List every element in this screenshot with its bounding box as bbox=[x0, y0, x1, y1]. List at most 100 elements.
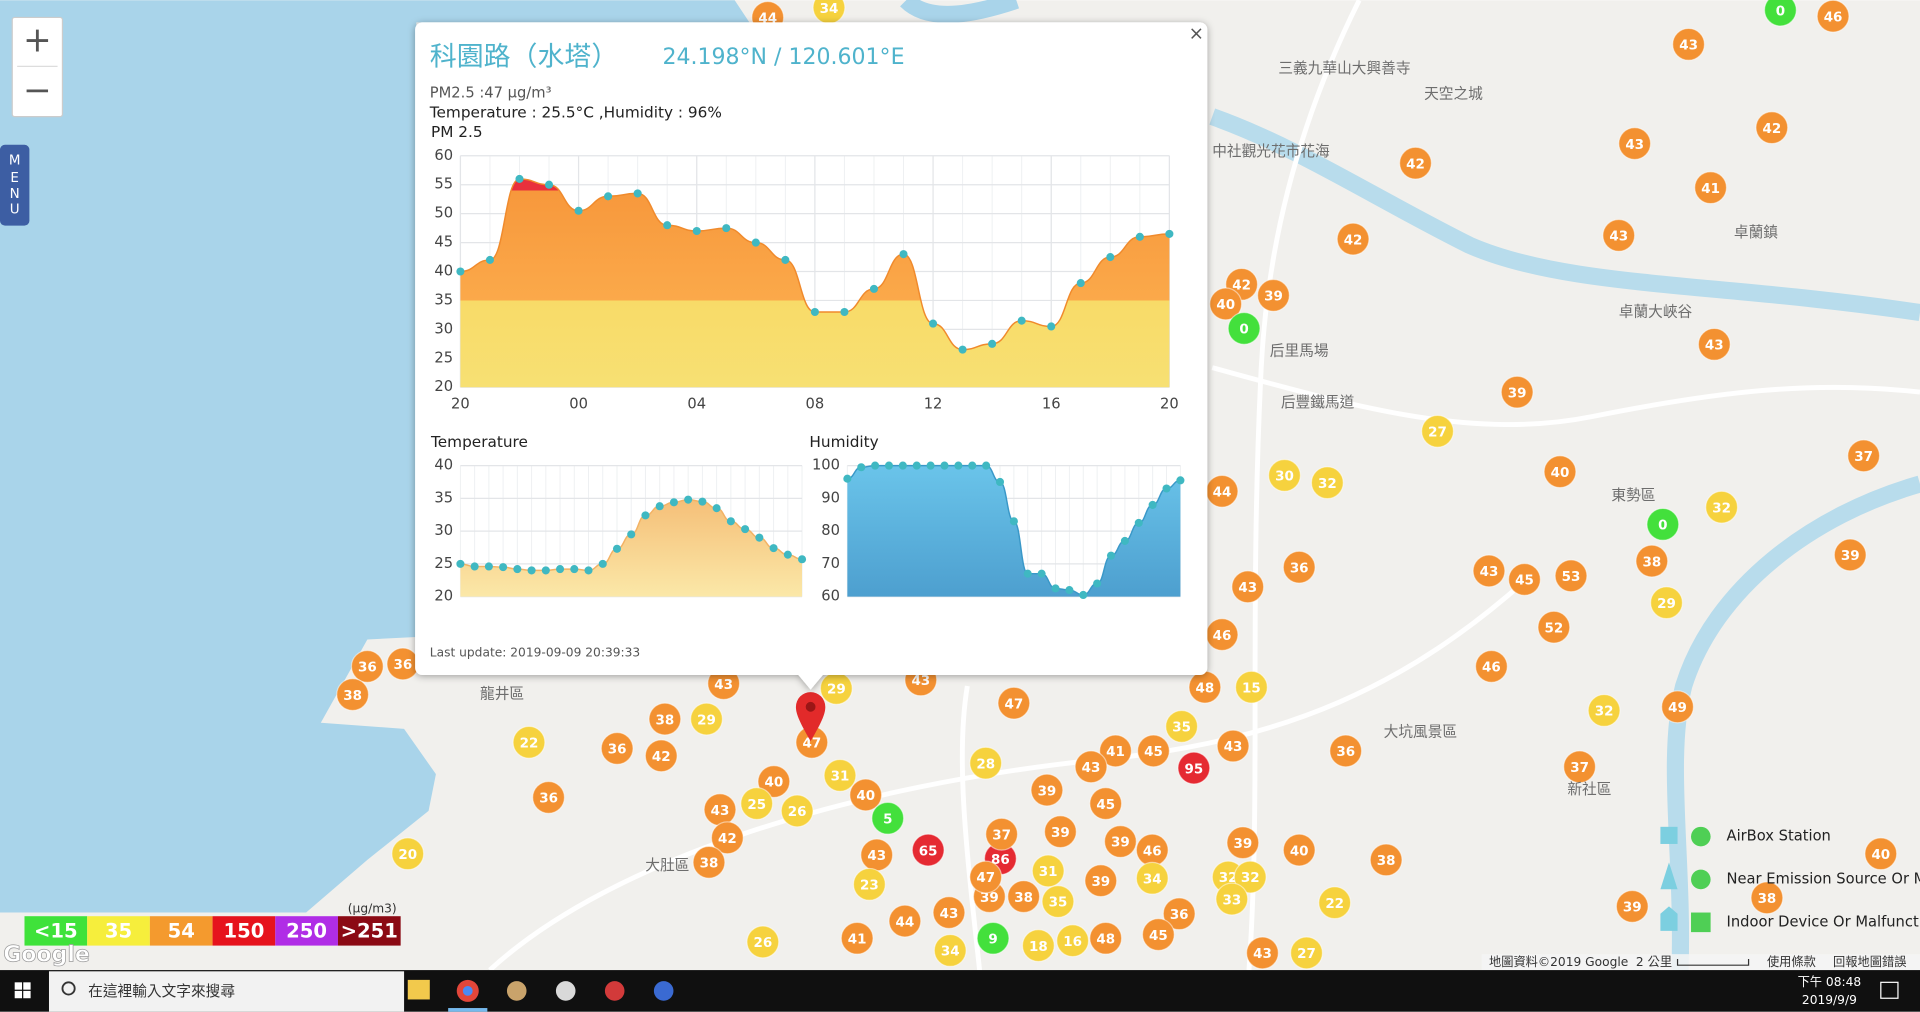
point bbox=[485, 255, 494, 264]
station-value: 36 bbox=[358, 661, 377, 676]
station-marker bbox=[1165, 709, 1199, 743]
station-value: 38 bbox=[1642, 555, 1661, 570]
point bbox=[1135, 232, 1144, 241]
station-value: 32 bbox=[1712, 501, 1731, 516]
station-marker bbox=[871, 801, 905, 835]
zoom-out[interactable]: − bbox=[23, 71, 52, 111]
place-label: 新社區 bbox=[1567, 781, 1611, 798]
station-value: 35 bbox=[1172, 721, 1191, 736]
station-marker bbox=[1369, 843, 1403, 877]
place-label: 三義九華山大興善寺 bbox=[1278, 60, 1410, 77]
report-link[interactable]: 回報地圖錯誤 bbox=[1833, 954, 1906, 969]
place-label: 后里馬場 bbox=[1270, 343, 1329, 360]
station-marker bbox=[969, 746, 1003, 780]
y-tick-label: 90 bbox=[821, 489, 840, 506]
station-marker bbox=[969, 860, 1003, 894]
station-value: 48 bbox=[1096, 932, 1115, 947]
station-marker bbox=[852, 867, 886, 901]
x-tick-label: 12 bbox=[924, 395, 943, 412]
station-value: 39 bbox=[1264, 290, 1283, 305]
win-pane bbox=[14, 982, 23, 990]
station-marker bbox=[1041, 884, 1075, 919]
station-marker bbox=[1602, 218, 1636, 252]
station-marker bbox=[1500, 375, 1534, 409]
search-box[interactable] bbox=[48, 971, 405, 1012]
station-marker bbox=[1646, 507, 1680, 541]
station-value: 28 bbox=[976, 757, 995, 772]
area bbox=[847, 465, 1181, 597]
point bbox=[484, 562, 493, 571]
station-value: 39 bbox=[1051, 826, 1070, 841]
station-value: 36 bbox=[539, 792, 558, 807]
station-marker bbox=[1282, 550, 1316, 584]
station-marker bbox=[1507, 562, 1542, 596]
point bbox=[857, 463, 866, 472]
icon bbox=[1660, 826, 1678, 844]
point bbox=[755, 533, 764, 542]
station-marker bbox=[1329, 734, 1363, 768]
station-value: 31 bbox=[831, 770, 850, 785]
station-marker bbox=[1554, 559, 1588, 593]
menu-letter: U bbox=[10, 203, 20, 218]
point bbox=[684, 495, 693, 504]
weather-reading: Temperature : 25.5°C ,Humidity : 96% bbox=[429, 103, 722, 121]
station-value: 39 bbox=[1623, 901, 1642, 916]
location-pin[interactable] bbox=[795, 692, 826, 742]
point bbox=[810, 307, 819, 317]
point bbox=[1093, 579, 1102, 588]
station-marker bbox=[692, 845, 726, 879]
station-value: 36 bbox=[393, 658, 412, 673]
close-button[interactable]: × bbox=[1189, 24, 1204, 45]
app-icon[interactable] bbox=[653, 981, 674, 1001]
station-value: 38 bbox=[656, 713, 675, 728]
station-marker bbox=[1215, 882, 1249, 916]
legend-swatch bbox=[337, 916, 401, 946]
app-icon[interactable] bbox=[604, 981, 625, 1001]
zoom-control: + − bbox=[11, 16, 64, 118]
point bbox=[781, 255, 790, 264]
point bbox=[783, 550, 792, 559]
y-tick-label: 45 bbox=[434, 234, 453, 251]
station-marker bbox=[1694, 171, 1728, 205]
menu-tab[interactable]: M E N U bbox=[0, 144, 30, 226]
station-legend: AirBox Station Near Emission Source Or M… bbox=[1660, 826, 1920, 933]
point bbox=[1106, 253, 1115, 262]
station-marker bbox=[1755, 111, 1789, 145]
station-marker bbox=[1084, 864, 1118, 898]
x-tick-label: 04 bbox=[687, 395, 706, 412]
station-value: 41 bbox=[1106, 745, 1125, 760]
station-value: 38 bbox=[1758, 892, 1777, 907]
icon bbox=[1660, 862, 1678, 890]
station-value: 27 bbox=[1297, 947, 1316, 962]
point bbox=[899, 250, 908, 259]
zoom-in[interactable]: + bbox=[23, 20, 52, 60]
station-value: 32 bbox=[1241, 871, 1260, 886]
legend-swatch bbox=[24, 916, 88, 946]
station-marker bbox=[1089, 787, 1123, 821]
station-marker bbox=[746, 925, 780, 959]
station-marker bbox=[1227, 311, 1261, 345]
point bbox=[958, 345, 967, 354]
station-value: 32 bbox=[1318, 477, 1337, 492]
app-icon[interactable] bbox=[555, 981, 576, 1001]
station-marker bbox=[932, 896, 966, 930]
notification-icon[interactable] bbox=[1880, 981, 1899, 999]
station-value: 40 bbox=[1290, 844, 1309, 859]
station-marker bbox=[1833, 538, 1867, 572]
terms-link[interactable]: 使用條款 bbox=[1767, 954, 1816, 969]
app-icon[interactable] bbox=[407, 979, 430, 1000]
point bbox=[988, 339, 997, 348]
pm-reading: PM2.5 :47 μg/m³ bbox=[430, 84, 552, 101]
station-marker bbox=[997, 686, 1031, 720]
station-marker bbox=[976, 921, 1010, 955]
point bbox=[912, 461, 921, 470]
station-marker bbox=[1661, 690, 1695, 724]
station-value: 47 bbox=[802, 737, 821, 752]
app-icon[interactable] bbox=[506, 981, 527, 1001]
station-marker bbox=[1635, 544, 1669, 578]
taskbar: 在這裡輸入文字來搜尋 下午 08:48 2019/9/9 bbox=[0, 970, 1920, 1012]
point bbox=[1134, 518, 1143, 527]
station-value: 30 bbox=[1275, 470, 1294, 485]
start-button[interactable] bbox=[14, 982, 31, 999]
station-marker bbox=[1672, 27, 1706, 61]
